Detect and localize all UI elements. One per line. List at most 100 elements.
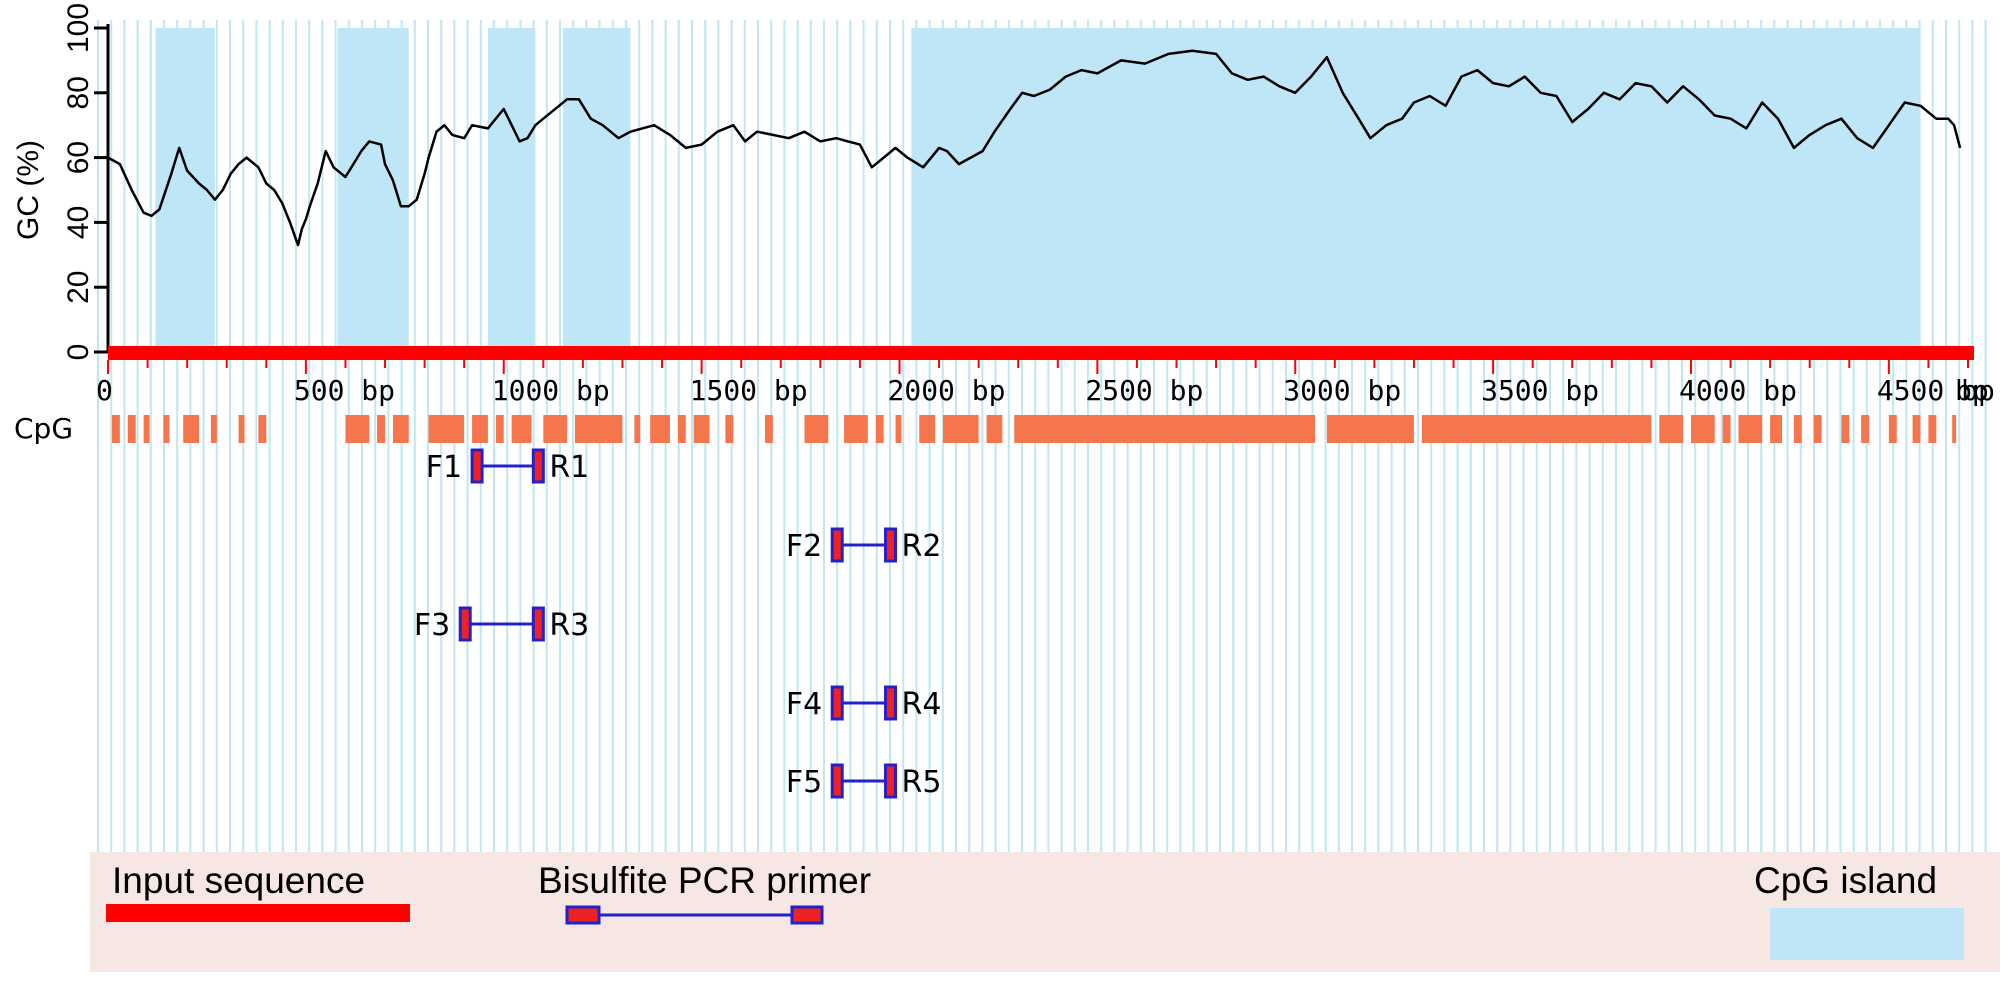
- input-sequence-bar: [108, 346, 1974, 360]
- cpg-site: [127, 415, 136, 443]
- cpg-island-region: [563, 28, 631, 352]
- cpg-site: [1912, 415, 1921, 443]
- cpg-site: [111, 415, 120, 443]
- y-axis: 0 20 40 60 80 100 GC (%): [12, 3, 110, 361]
- y-tick-label: 80: [62, 76, 95, 109]
- gc-curve-layer: [106, 49, 1962, 352]
- cpg-site: [875, 415, 884, 443]
- cpg-site: [543, 415, 568, 443]
- cpg-site: [574, 415, 623, 443]
- cpg-island-region: [487, 28, 536, 352]
- primer-forward-label: F5: [786, 765, 822, 800]
- y-tick-label: 40: [62, 206, 95, 239]
- cpg-site: [495, 415, 504, 443]
- primer-reverse-label: R5: [902, 765, 942, 800]
- cpg-site: [163, 415, 170, 443]
- cpg-site-track: CpG: [14, 412, 1957, 445]
- x-tick-label: 1000 bp: [492, 374, 610, 407]
- x-tick-label: 3000 bp: [1283, 374, 1401, 407]
- cpg-site: [693, 415, 710, 443]
- cpg-site: [1888, 415, 1897, 443]
- primer-reverse: [531, 448, 545, 484]
- cpg-site: [472, 415, 488, 443]
- cpg-site: [377, 415, 386, 443]
- primer-reverse: [884, 763, 898, 799]
- primer-forward-label: F4: [786, 687, 822, 722]
- primer-forward: [830, 527, 844, 563]
- cpg-site: [804, 415, 829, 443]
- primer-reverse: [531, 606, 545, 642]
- cpg-site: [428, 415, 465, 443]
- primer-forward-label: F3: [414, 608, 450, 643]
- legend-primer-reverse-swatch: [790, 905, 824, 925]
- x-axis-ticks: 0 500 bp 1000 bp 1500 bp 2000 bp 2500 bp 3000 …: [96, 360, 1995, 407]
- x-tick-label: 1500 bp: [690, 374, 808, 407]
- cpg-site: [1722, 415, 1731, 443]
- legend-input-sequence-label: Input sequence: [112, 860, 365, 901]
- cpg-site: [1861, 415, 1870, 443]
- legend-input-sequence-swatch: [106, 904, 410, 922]
- y-tick-label: 0: [62, 344, 95, 361]
- cpg-track-label: CpG: [14, 412, 73, 445]
- cpg-island-region: [337, 28, 409, 352]
- legend-primer-label: Bisulfite PCR primer: [538, 860, 871, 901]
- x-tick-label: bp: [1955, 374, 1989, 407]
- primer-forward-label: F1: [426, 450, 462, 485]
- y-axis-label: GC (%): [12, 140, 45, 240]
- input-sequence-layer: [108, 346, 1974, 360]
- cpg-site: [650, 415, 670, 443]
- primer-reverse: [884, 685, 898, 721]
- primer-forward: [830, 763, 844, 799]
- y-tick-label: 60: [62, 141, 95, 174]
- x-tick-label: 4000 bp: [1679, 374, 1797, 407]
- cpg-site: [183, 415, 200, 443]
- cpg-site: [1738, 415, 1763, 443]
- cpg-site: [1690, 415, 1715, 443]
- x-tick-label: 500 bp: [294, 374, 395, 407]
- legend-cpg-island-label: CpG island: [1754, 860, 1937, 901]
- cpg-site: [1813, 415, 1822, 443]
- cpg-site: [210, 415, 217, 443]
- cpg-site: [1014, 415, 1316, 443]
- cpg-site: [511, 415, 532, 443]
- cpg-site: [986, 415, 1003, 443]
- primer-pairs: F1 R1 F2 R2 F3 R3 F4 R4 F5 R5: [414, 448, 942, 800]
- cpg-site: [634, 415, 641, 443]
- cpg-site: [1326, 415, 1414, 443]
- cpg-site: [392, 415, 409, 443]
- cpg-site: [1952, 415, 1957, 443]
- primer-reverse-label: R1: [549, 450, 589, 485]
- x-tick-label: 2500 bp: [1085, 374, 1203, 407]
- cpg-site: [1770, 415, 1782, 443]
- legend-cpg-island-swatch: [1770, 908, 1964, 960]
- cpg-site: [1659, 415, 1684, 443]
- primer-reverse-label: R2: [902, 529, 942, 564]
- primer-forward: [830, 685, 844, 721]
- cpg-site: [143, 415, 150, 443]
- cpg-site: [895, 415, 902, 443]
- cpg-site: [1928, 415, 1937, 443]
- cpg-site: [258, 415, 267, 443]
- cpg-site: [919, 415, 936, 443]
- cpg-site: [677, 415, 686, 443]
- primer-reverse: [884, 527, 898, 563]
- cpg-island-regions: [155, 28, 1921, 352]
- cpg-site: [345, 415, 370, 443]
- primer-reverse-label: R3: [549, 608, 589, 643]
- cpg-site: [844, 415, 868, 443]
- primer-forward: [470, 448, 484, 484]
- primer-reverse-label: R4: [902, 687, 942, 722]
- cpg-island-region: [911, 28, 1921, 352]
- x-tick-label: 2000 bp: [887, 374, 1005, 407]
- cpg-site: [1421, 415, 1652, 443]
- gc-content-line: [106, 49, 1962, 352]
- legend: Input sequence Bisulfite PCR primer CpG …: [90, 852, 2000, 972]
- x-tick-label: 3500 bp: [1481, 374, 1599, 407]
- cpg-site: [725, 415, 734, 443]
- y-tick-label: 100: [62, 3, 95, 53]
- cpg-site: [943, 415, 979, 443]
- y-tick-label: 20: [62, 271, 95, 304]
- x-tick-label: 0: [96, 374, 113, 407]
